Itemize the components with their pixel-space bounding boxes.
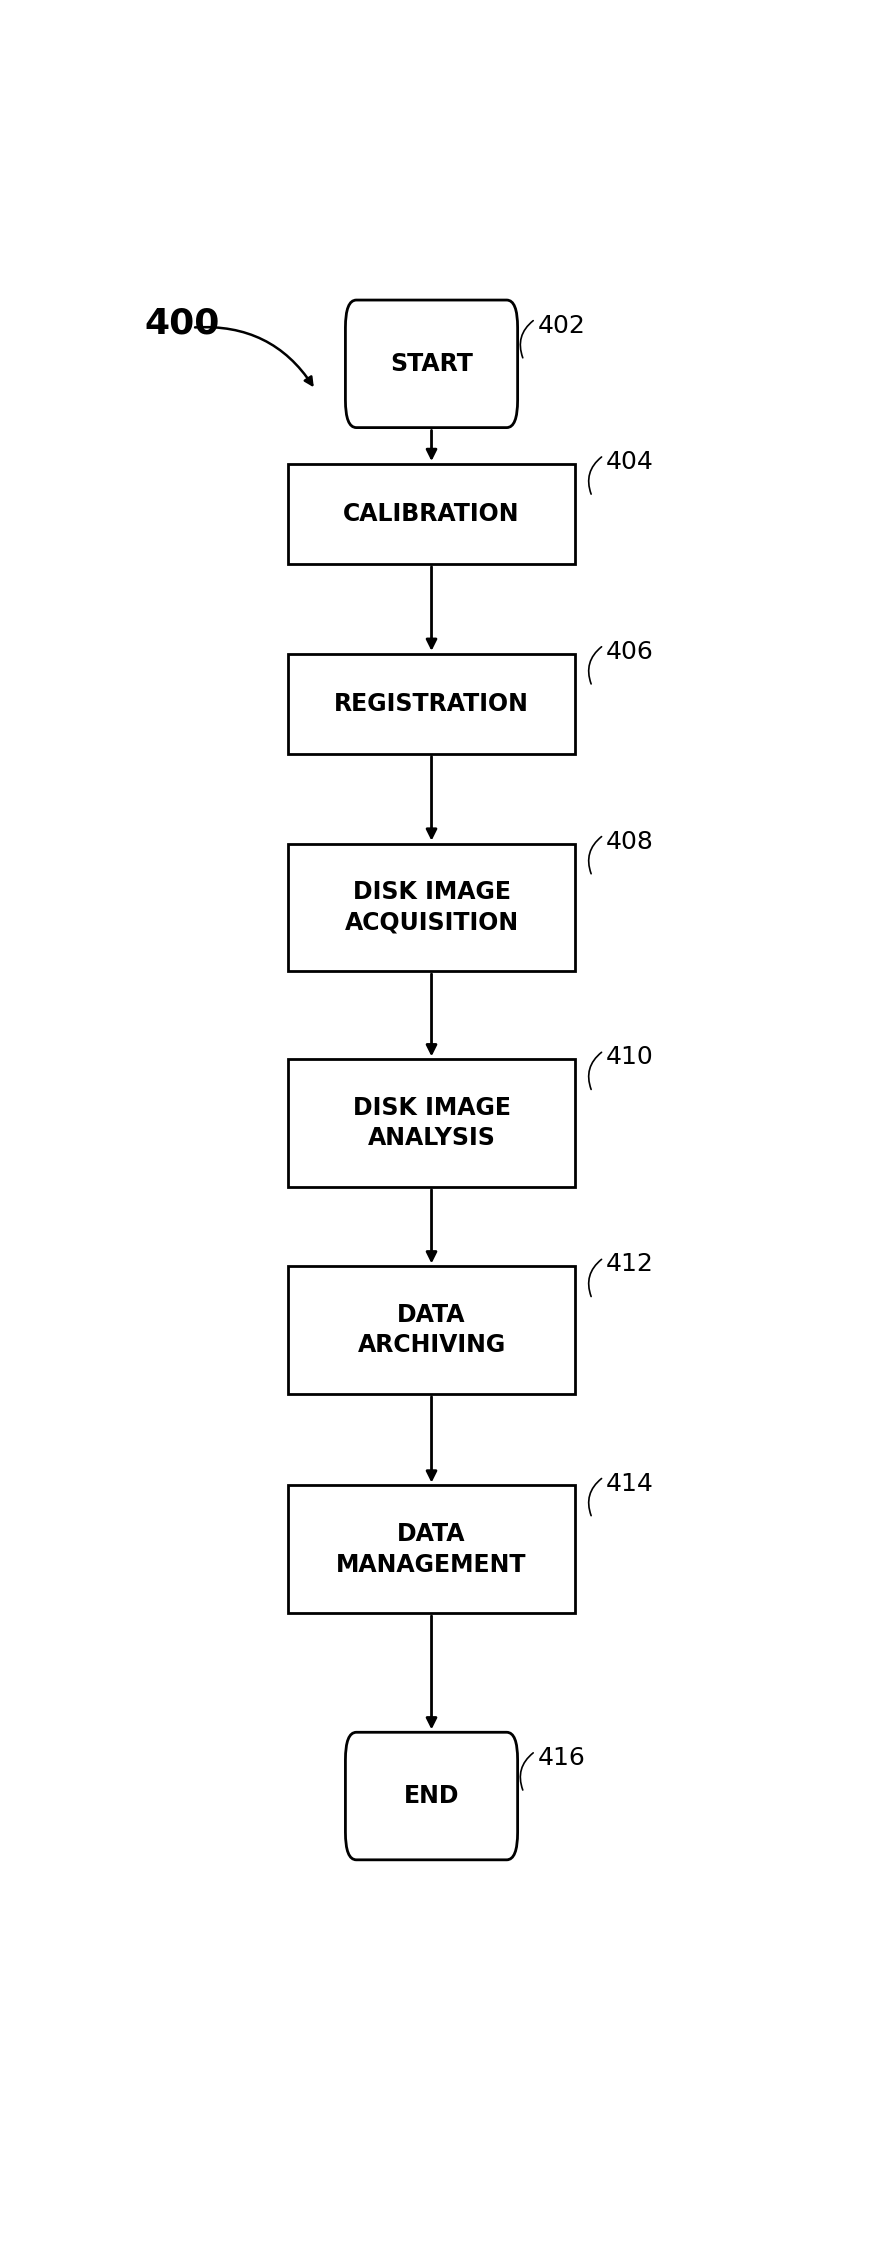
Text: DATA
MANAGEMENT: DATA MANAGEMENT	[336, 1522, 527, 1578]
Text: DISK IMAGE
ANALYSIS: DISK IMAGE ANALYSIS	[353, 1096, 511, 1150]
Text: 412: 412	[606, 1253, 654, 1277]
Text: 408: 408	[606, 829, 654, 854]
Text: END: END	[404, 1784, 460, 1808]
Bar	[288, 654, 575, 753]
Text: 404: 404	[606, 450, 654, 475]
Text: CALIBRATION: CALIBRATION	[343, 502, 519, 527]
Text: DATA
ARCHIVING: DATA ARCHIVING	[357, 1302, 505, 1358]
Text: 414: 414	[606, 1472, 654, 1495]
Text: REGISTRATION: REGISTRATION	[334, 692, 529, 715]
Bar	[288, 464, 575, 565]
Text: DISK IMAGE
ACQUISITION: DISK IMAGE ACQUISITION	[345, 881, 519, 934]
Text: 400: 400	[145, 307, 220, 341]
Bar	[288, 1486, 575, 1614]
Bar	[288, 843, 575, 970]
FancyBboxPatch shape	[346, 300, 518, 428]
Bar	[288, 1060, 575, 1188]
FancyBboxPatch shape	[346, 1732, 518, 1860]
Bar	[288, 1266, 575, 1394]
Text: 406: 406	[606, 641, 654, 663]
Text: 416: 416	[537, 1746, 586, 1770]
Text: START: START	[390, 352, 473, 376]
Text: 402: 402	[537, 314, 586, 338]
Text: 410: 410	[606, 1044, 654, 1069]
